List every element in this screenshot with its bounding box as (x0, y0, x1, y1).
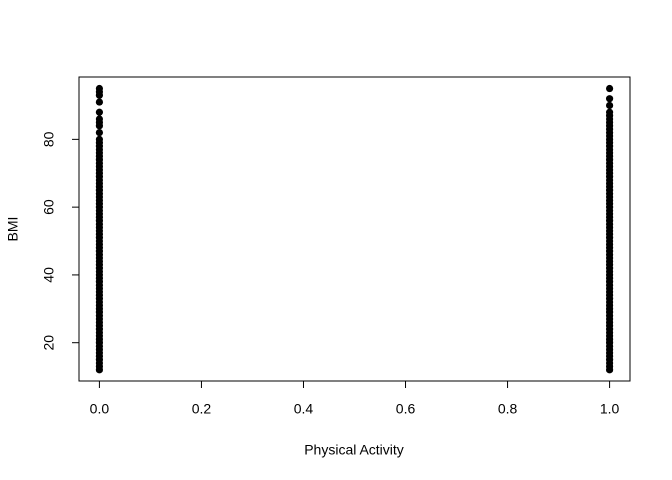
x-tick-label: 0.8 (498, 401, 518, 417)
point (95, 108, 104, 116)
x-axis-label: Physical Activity (304, 442, 404, 458)
point (95, 135, 104, 143)
point (605, 108, 614, 116)
point (605, 101, 614, 110)
point (95, 115, 104, 123)
x-tick-label: 0.0 (90, 401, 110, 417)
x-tick-label: 0.4 (294, 401, 314, 417)
y-tick-label: 40 (41, 267, 57, 283)
y-tick-label: 20 (41, 335, 57, 351)
point (605, 95, 614, 103)
y-axis-label: BMI (5, 217, 21, 242)
point (605, 84, 614, 93)
y-tick-label: 60 (41, 199, 57, 215)
point (95, 84, 104, 93)
x-tick-label: 0.6 (396, 401, 416, 417)
point (95, 98, 104, 106)
x-tick-label: 1.0 (600, 401, 620, 417)
point (95, 128, 104, 137)
plot-frame (78, 76, 631, 382)
x-tick-label: 0.2 (192, 401, 212, 417)
y-tick-label: 80 (41, 131, 57, 147)
